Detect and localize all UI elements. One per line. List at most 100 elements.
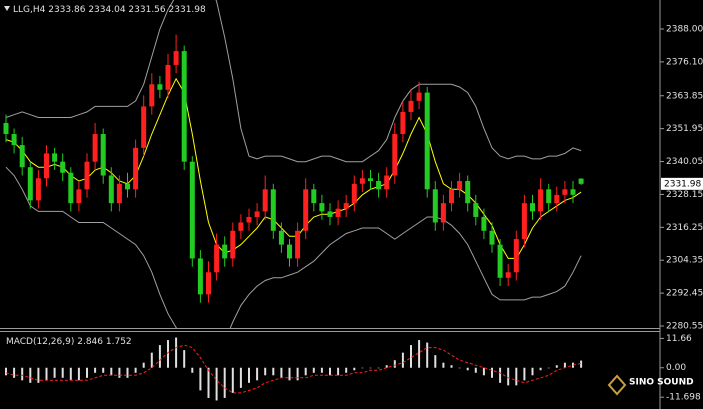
macd-bar xyxy=(77,367,80,381)
candle-body xyxy=(578,178,584,184)
macd-bar xyxy=(158,345,161,368)
macd-bar xyxy=(393,360,396,368)
macd-bar xyxy=(466,367,469,371)
macd-bar xyxy=(507,367,510,386)
candle-body xyxy=(449,189,454,204)
candle-body xyxy=(562,189,568,195)
macd-bar xyxy=(450,365,453,368)
candle-body xyxy=(84,161,90,190)
y-tick-label: 2388.00 xyxy=(666,24,703,34)
candle-body xyxy=(35,178,41,201)
candle-body xyxy=(197,258,203,295)
macd-bar xyxy=(304,367,307,376)
macd-bar xyxy=(69,367,72,381)
macd-bar xyxy=(223,367,226,398)
y-tick-label: 2363.85 xyxy=(666,91,703,101)
candle-body xyxy=(440,203,446,223)
candle-body xyxy=(27,167,33,201)
candle-body xyxy=(270,189,276,231)
candle-body xyxy=(497,244,503,278)
candle-body xyxy=(238,222,244,231)
candle-body xyxy=(149,84,155,107)
y-tick-label: 2280.55 xyxy=(666,322,703,332)
candle-body xyxy=(125,183,130,190)
candle-body xyxy=(376,181,382,190)
macd-bar xyxy=(491,367,493,378)
candle-body xyxy=(457,181,463,190)
macd-bar xyxy=(531,367,534,376)
macd-bar xyxy=(499,367,502,383)
candle-body xyxy=(165,64,171,90)
macd-bar xyxy=(134,367,137,373)
candle-body xyxy=(44,153,49,179)
candle-body xyxy=(262,189,268,212)
candle-body xyxy=(11,134,17,146)
macd-value: 2.846 xyxy=(77,337,103,347)
y-tick-label: 2376.10 xyxy=(666,57,703,67)
candle-body xyxy=(76,189,82,204)
macd-bar xyxy=(61,367,64,378)
candle-body xyxy=(60,161,66,173)
candle-body xyxy=(68,172,74,204)
macd-bar xyxy=(539,367,542,371)
candle-body xyxy=(530,203,535,212)
macd-bar xyxy=(377,367,380,369)
y-tick-label: 2292.45 xyxy=(666,289,703,299)
candle-body xyxy=(546,189,552,204)
macd-bar xyxy=(312,367,315,373)
macd-value: 1.752 xyxy=(106,337,132,347)
price-tag-label: 2331.98 xyxy=(664,179,701,189)
macd-bar xyxy=(401,352,404,368)
candle-body xyxy=(230,230,236,259)
candle-body xyxy=(432,189,438,223)
candle-body xyxy=(408,100,414,112)
macd-bar xyxy=(410,345,412,368)
y-tick-label: 0.00 xyxy=(666,363,686,373)
y-tick-label: 2304.35 xyxy=(666,256,703,266)
candle-body xyxy=(327,211,333,217)
candle-body xyxy=(181,51,187,162)
macd-header: MACD(12,26,9) 2.846 1.752 xyxy=(6,337,132,347)
macd-bar xyxy=(45,367,48,381)
y-tick-label: 11.66 xyxy=(666,334,692,344)
y-tick-label: 2351.95 xyxy=(666,124,703,134)
candle-body xyxy=(359,178,365,184)
ohlc-value: 2331.98 xyxy=(169,5,206,15)
ohlc-value: 2333.86 xyxy=(48,5,85,15)
macd-bar xyxy=(231,367,234,393)
macd-bar xyxy=(555,365,558,368)
candle-body xyxy=(384,175,390,190)
macd-bar xyxy=(434,355,437,368)
candle-body xyxy=(481,216,487,231)
macd-bar xyxy=(385,365,388,368)
macd-bar xyxy=(482,367,485,376)
macd-bar xyxy=(515,367,518,386)
macd-bar xyxy=(458,367,461,369)
logo-mark xyxy=(607,374,627,396)
candle-body xyxy=(473,203,479,217)
macd-bar xyxy=(418,340,421,368)
candle-body xyxy=(189,161,195,259)
macd-bar xyxy=(110,367,113,376)
candle-body xyxy=(335,208,341,217)
candle-body xyxy=(465,181,471,204)
ohlc-value: 2331.56 xyxy=(128,5,165,15)
candle-body xyxy=(368,178,373,182)
macd-bar xyxy=(215,367,218,401)
macd-bar xyxy=(563,362,566,368)
macd-bar xyxy=(345,367,348,373)
candle-body xyxy=(133,147,139,190)
candle-body xyxy=(303,189,309,231)
candle-body xyxy=(570,189,576,195)
candle-body xyxy=(108,175,114,204)
macd-bar xyxy=(361,367,364,369)
candle-body xyxy=(157,84,163,90)
macd-bar xyxy=(29,367,32,383)
candle-body xyxy=(278,230,284,245)
macd-bar xyxy=(442,362,445,368)
candle-body xyxy=(206,272,211,295)
macd-bar xyxy=(199,367,202,391)
macd-bar xyxy=(102,367,105,373)
candle-body xyxy=(392,134,398,176)
